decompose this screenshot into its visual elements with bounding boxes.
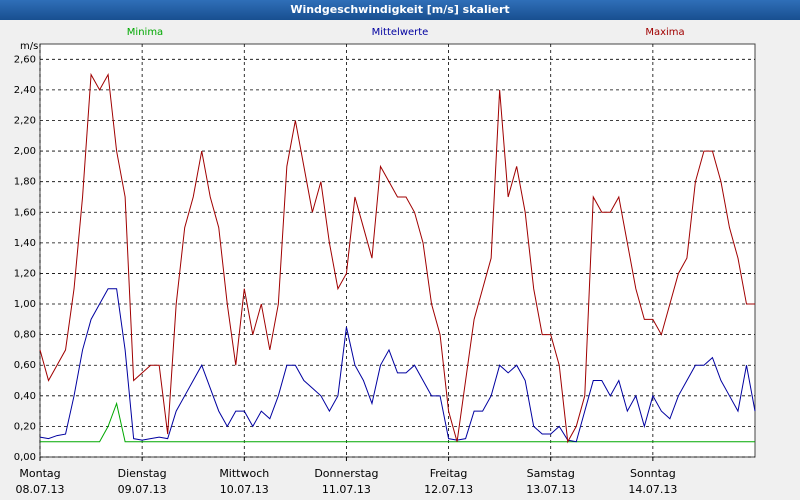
x-tick-label: Mittwoch bbox=[219, 467, 269, 480]
series-line bbox=[40, 401, 755, 443]
y-tick-label: 0,80 bbox=[14, 330, 36, 341]
title-bar bbox=[0, 0, 800, 20]
x-tick-date: 08.07.13 bbox=[16, 483, 65, 496]
chart-title: Windgeschwindigkeit [m/s] skaliert bbox=[290, 3, 509, 16]
y-tick-label: 2,00 bbox=[14, 146, 36, 157]
y-tick-label: 0,00 bbox=[14, 452, 36, 463]
x-tick-date: 11.07.13 bbox=[322, 483, 371, 496]
y-tick-label: 1,40 bbox=[14, 238, 36, 249]
y-tick-label: 0,40 bbox=[14, 391, 36, 402]
y-tick-label: 2,40 bbox=[14, 85, 36, 96]
y-tick-label: 1,80 bbox=[14, 177, 36, 188]
series-line bbox=[39, 288, 756, 443]
x-tick-label: Freitag bbox=[430, 467, 468, 480]
y-tick-label: 0,20 bbox=[14, 421, 36, 432]
series-line bbox=[39, 72, 755, 444]
y-tick-label: 2,60 bbox=[14, 54, 36, 65]
x-tick-date: 10.07.13 bbox=[220, 483, 269, 496]
x-tick-label: Samstag bbox=[527, 467, 575, 480]
y-tick-label: 0,60 bbox=[14, 360, 36, 371]
legend-entry: Mittelwerte bbox=[372, 27, 429, 38]
y-tick-label: 1,20 bbox=[14, 268, 36, 279]
x-tick-date: 12.07.13 bbox=[424, 483, 473, 496]
plot-area bbox=[39, 43, 756, 458]
x-tick-label: Dienstag bbox=[118, 467, 167, 480]
legend-entry: Minima bbox=[127, 27, 163, 38]
legend-entry: Maxima bbox=[645, 27, 684, 38]
y-tick-label: 1,00 bbox=[14, 299, 36, 310]
y-tick-label: 1,60 bbox=[14, 207, 36, 218]
x-tick-label: Donnerstag bbox=[314, 467, 378, 480]
y-tick-label: 2,20 bbox=[14, 115, 36, 126]
y-axis-label: m/s bbox=[20, 41, 38, 52]
x-tick-date: 09.07.13 bbox=[118, 483, 167, 496]
x-tick-label: Sonntag bbox=[630, 467, 676, 480]
x-tick-date: 13.07.13 bbox=[526, 483, 575, 496]
x-tick-label: Montag bbox=[19, 467, 60, 480]
x-tick-date: 14.07.13 bbox=[628, 483, 677, 496]
